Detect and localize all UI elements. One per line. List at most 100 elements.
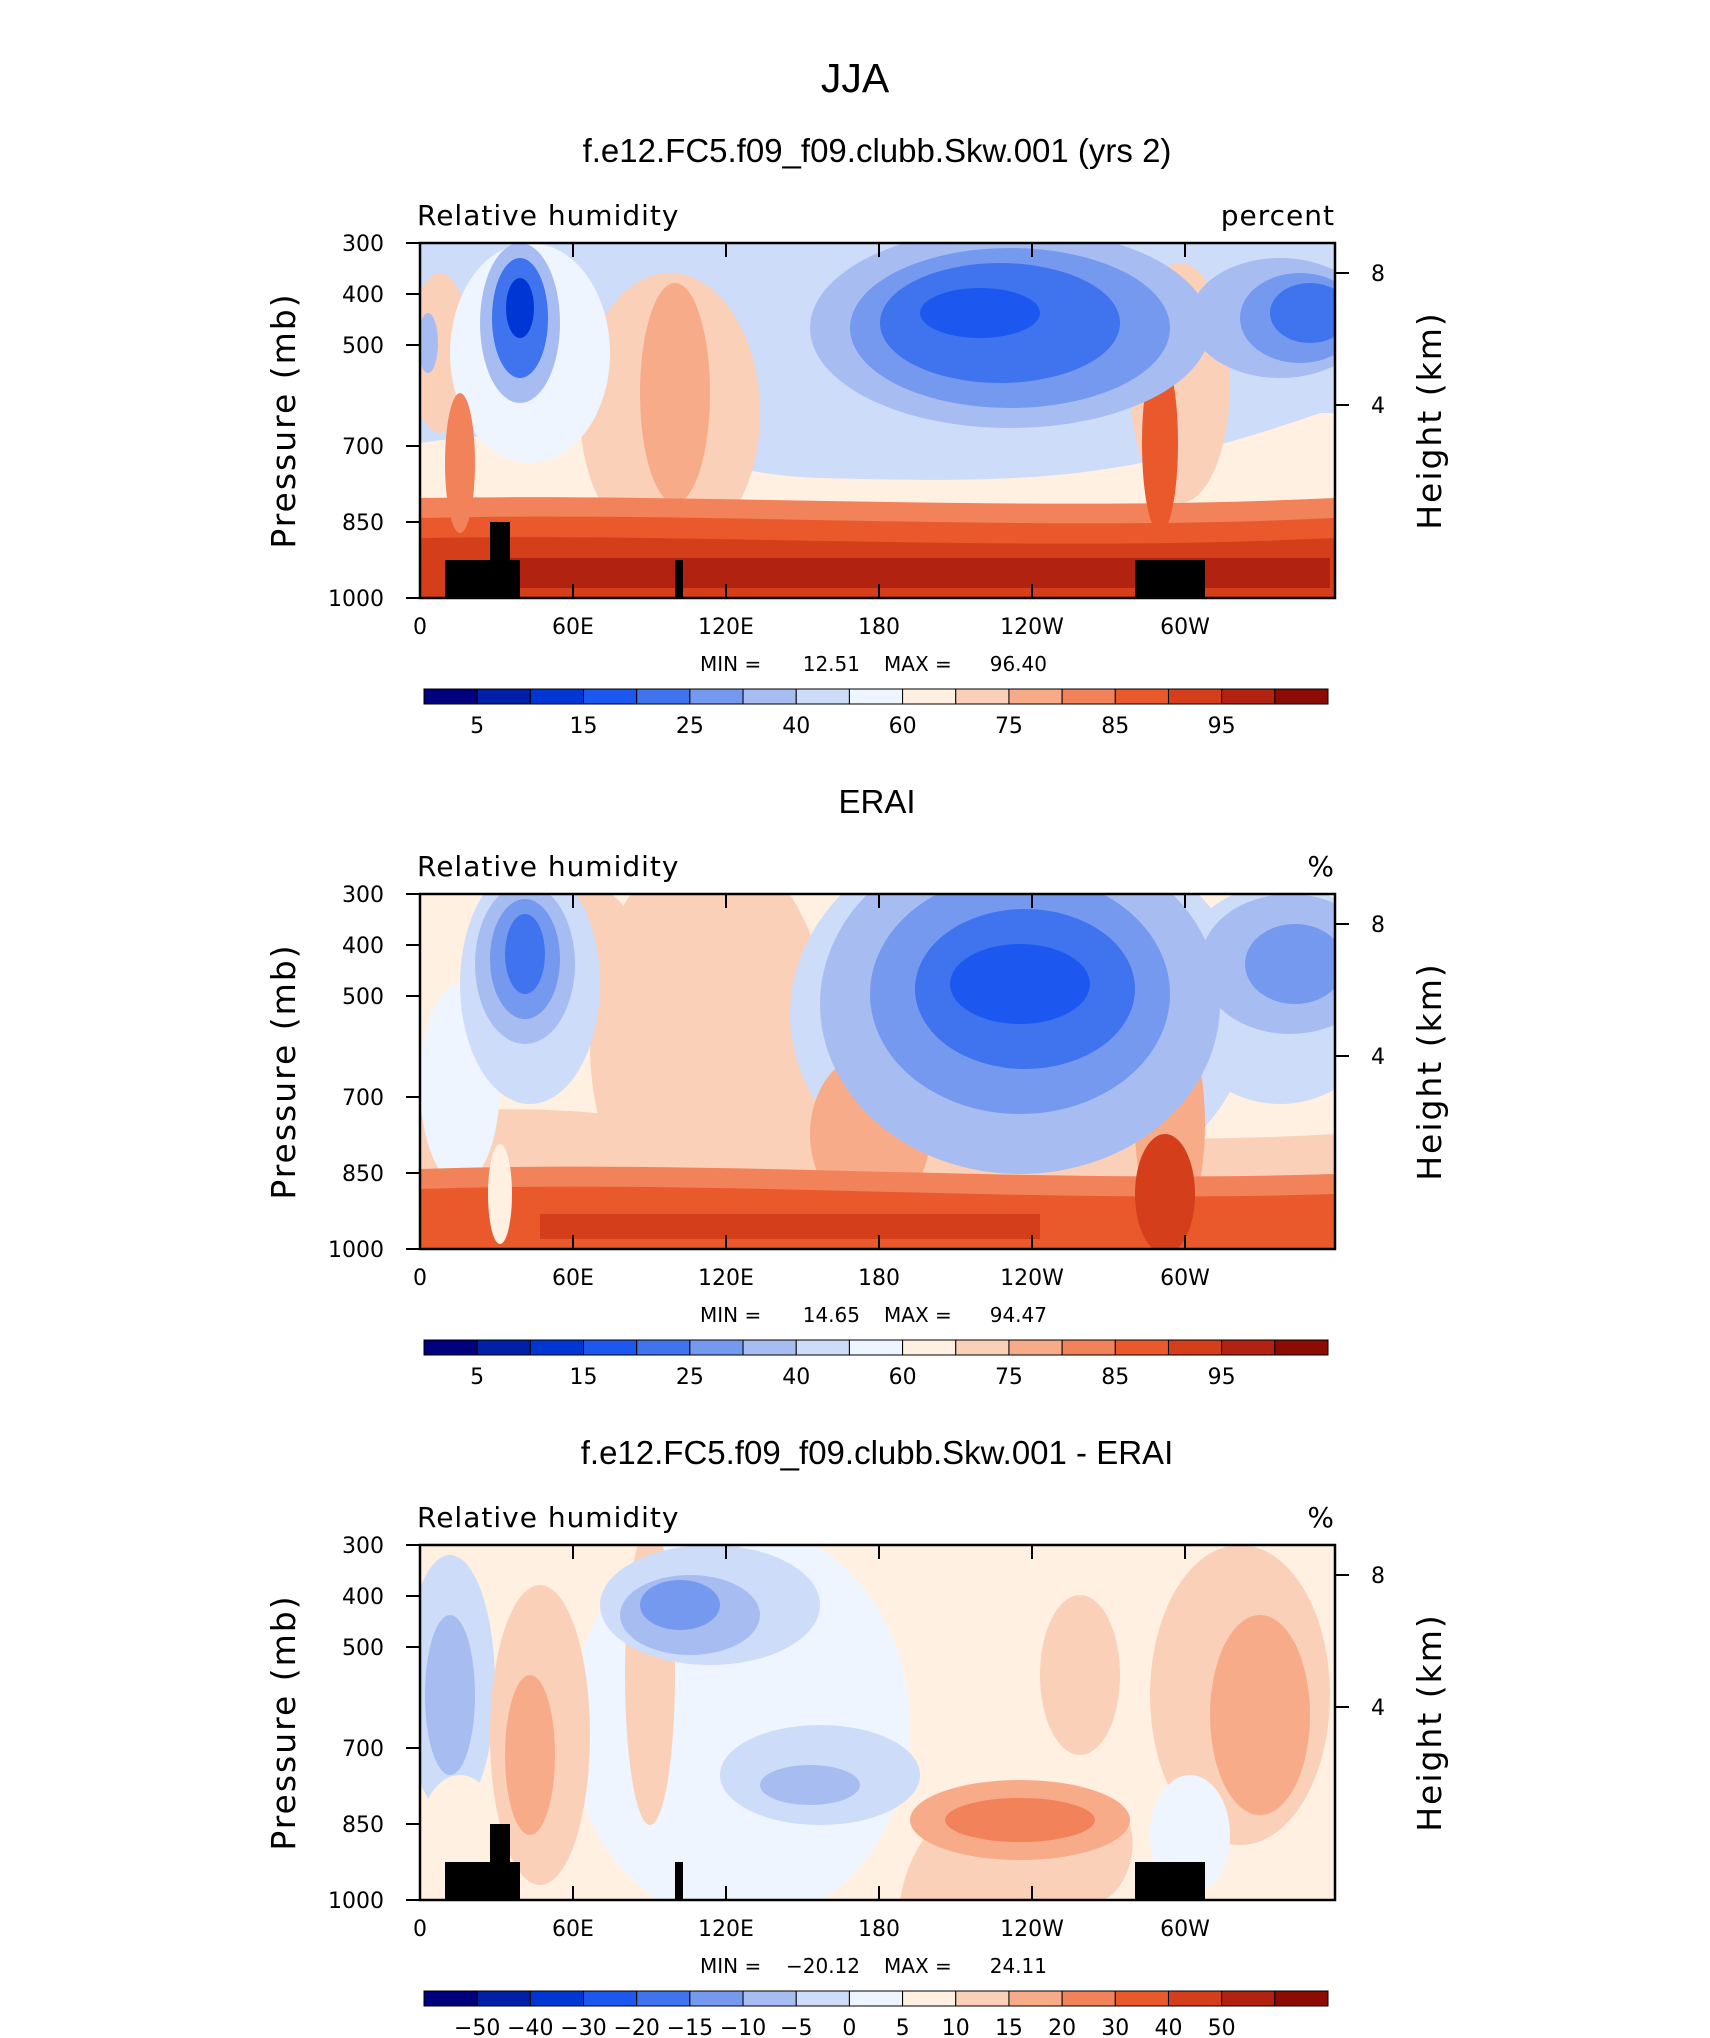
contour-region <box>420 313 438 373</box>
terrain-mask <box>1135 1862 1205 1900</box>
contour-region <box>1270 283 1335 343</box>
colorbar-label: 85 <box>1101 1365 1129 1390</box>
plot-frame <box>418 1543 1337 1902</box>
colorbar-label: −15 <box>667 2016 713 2038</box>
units-label: percent <box>1221 199 1335 232</box>
colorbar-box <box>742 1990 797 2007</box>
colorbar-label: −30 <box>560 2016 606 2038</box>
colorbar-label: 0 <box>842 2016 856 2038</box>
panel-3: f.e12.FC5.f09_f09.clubb.Skw.001 - ERAI Re… <box>264 1434 1449 2038</box>
colorbar-box <box>955 1990 1010 2007</box>
colorbar-box <box>636 1990 691 2007</box>
colorbar-box <box>955 688 1010 705</box>
max-label: MAX = <box>884 652 952 676</box>
y-tick-label: 300 <box>342 883 384 908</box>
contour-region <box>505 914 545 994</box>
x-tick-label: 60E <box>552 1917 594 1942</box>
plot-frame <box>418 241 1337 600</box>
contour-region <box>488 1144 512 1244</box>
colorbar-label: −40 <box>507 2016 553 2038</box>
colorbar-box <box>689 688 744 705</box>
colorbar-box <box>848 1990 904 2007</box>
colorbar-box <box>1008 1990 1063 2007</box>
contour-region <box>425 1615 475 1775</box>
colorbar-box <box>689 1990 744 2007</box>
colorbar-box <box>1008 688 1063 705</box>
colorbar-label: 15 <box>570 714 598 739</box>
y-tick-label: 1000 <box>328 1238 384 1263</box>
colorbar-label: 50 <box>1208 2016 1236 2038</box>
min-label: MIN = <box>700 652 761 676</box>
colorbar-label: −10 <box>720 2016 766 2038</box>
units-label: % <box>1307 850 1335 883</box>
y2-tick-label: 4 <box>1371 1045 1385 1070</box>
y-tick-label: 700 <box>342 1086 384 1111</box>
terrain-mask <box>445 1862 520 1900</box>
x-tick-label: 0 <box>413 1266 427 1291</box>
colorbar-label: 40 <box>1154 2016 1182 2038</box>
colorbar-box <box>1167 1990 1223 2007</box>
colorbar-box <box>902 1990 957 2007</box>
contour-region <box>1135 1134 1195 1249</box>
colorbar-label: −50 <box>454 2016 500 2038</box>
colorbar-box <box>848 688 904 705</box>
contour-region <box>505 1675 555 1835</box>
x-tick-label: 180 <box>858 1266 900 1291</box>
contour-region <box>445 393 475 533</box>
max-value: 94.47 <box>990 1303 1047 1327</box>
colorbar-box <box>1274 1339 1329 1356</box>
contour-region <box>950 944 1090 1024</box>
contour-field <box>420 894 1335 1249</box>
colorbar-label: −20 <box>613 2016 659 2038</box>
colorbar-box <box>1061 1990 1116 2007</box>
max-value: 96.40 <box>990 652 1047 676</box>
contour-region <box>1210 1615 1310 1815</box>
panel-1: f.e12.FC5.f09_f09.clubb.Skw.001 (yrs 2) R… <box>264 132 1449 739</box>
colorbar-label: 15 <box>570 1365 598 1390</box>
x-tick-label: 180 <box>858 1917 900 1942</box>
x-tick-label: 60E <box>552 1266 594 1291</box>
colorbar-box <box>636 1339 691 1356</box>
x-tick-label: 120E <box>698 1917 754 1942</box>
colorbar-label: 75 <box>995 714 1023 739</box>
min-value: 12.51 <box>803 652 860 676</box>
colorbar-label: 5 <box>896 2016 910 2038</box>
y-axis-title: Pressure (mb) <box>264 1594 303 1850</box>
contour-region <box>920 288 1040 338</box>
y-tick-label: 500 <box>342 334 384 359</box>
y-tick-label: 400 <box>342 283 384 308</box>
y2-axis-title: Height (km) <box>1410 1613 1449 1832</box>
colorbar-label: 95 <box>1208 1365 1236 1390</box>
contour-field <box>420 1545 1335 1900</box>
colorbar-box <box>423 688 478 705</box>
colorbar-box <box>1114 688 1169 705</box>
colorbar-box <box>583 1990 638 2007</box>
x-tick-label: 0 <box>413 1917 427 1942</box>
contour-region <box>540 1214 1040 1239</box>
x-tick-label: 180 <box>858 615 900 640</box>
y-tick-label: 500 <box>342 1636 384 1661</box>
colorbar-box <box>529 1339 585 1356</box>
colorbar-box <box>742 1339 797 1356</box>
panel-title: ERAI <box>838 783 915 820</box>
y-tick-label: 500 <box>342 985 384 1010</box>
units-label: % <box>1307 1501 1335 1534</box>
colorbar-label: 85 <box>1101 714 1129 739</box>
colorbar-box <box>1061 688 1116 705</box>
y-axis-title: Pressure (mb) <box>264 292 303 548</box>
colorbar-box <box>1008 1339 1063 1356</box>
colorbar-box <box>955 1339 1010 1356</box>
colorbar-box <box>1167 1339 1223 1356</box>
y2-axis-title: Height (km) <box>1410 311 1449 530</box>
y-tick-label: 700 <box>342 1737 384 1762</box>
y2-tick-label: 4 <box>1371 394 1385 419</box>
plot-frame <box>418 892 1337 1251</box>
colorbar-box <box>1221 1990 1276 2007</box>
max-label: MAX = <box>884 1303 952 1327</box>
colorbar-label: 40 <box>782 714 810 739</box>
colorbar-label: 5 <box>470 714 484 739</box>
colorbar-box <box>689 1339 744 1356</box>
colorbar-label: 30 <box>1101 2016 1129 2038</box>
x-tick-label: 120W <box>1000 1266 1064 1291</box>
colorbar-box <box>529 688 585 705</box>
